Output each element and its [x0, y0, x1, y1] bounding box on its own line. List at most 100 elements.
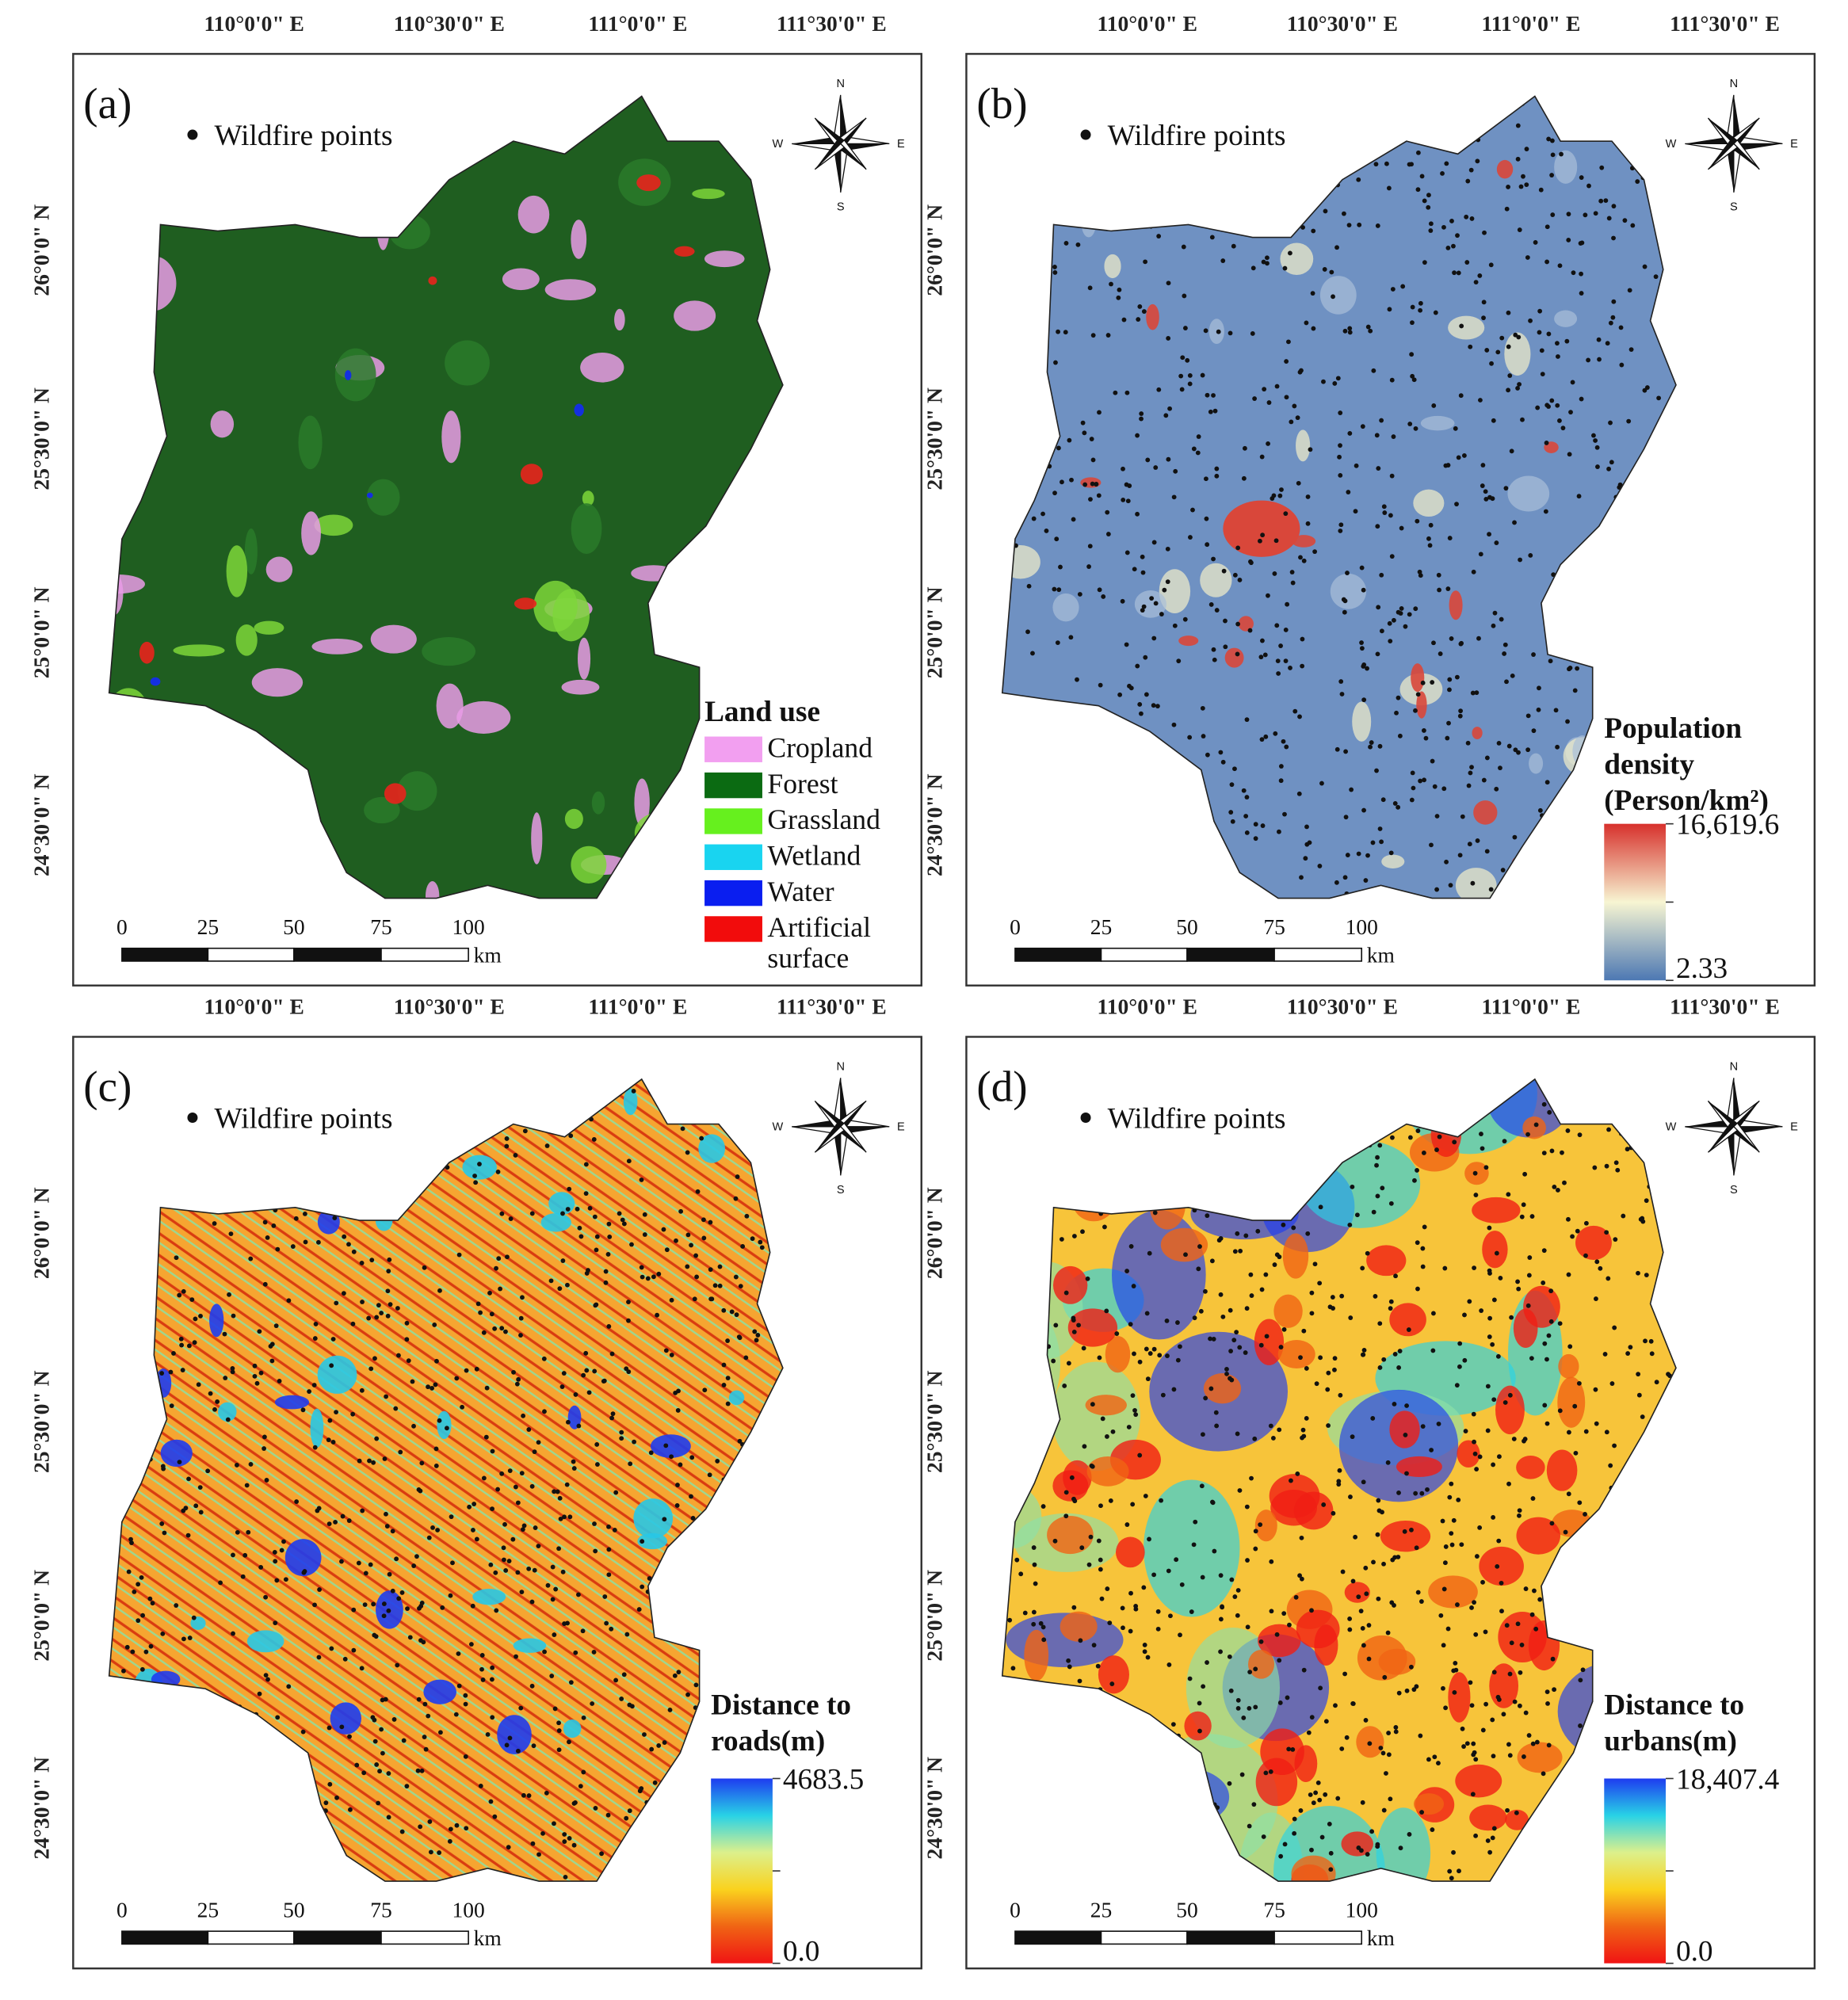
colorbar	[711, 1778, 773, 1964]
wildfire-point	[380, 1750, 385, 1756]
wildfire-point	[426, 1713, 431, 1719]
raster-patch	[704, 250, 745, 268]
wildfire-point	[472, 1174, 477, 1178]
panel-label: (a)	[83, 79, 132, 128]
wildfire-point	[1198, 1308, 1204, 1314]
wildfire-point	[571, 1466, 577, 1471]
scale-segment	[293, 947, 382, 962]
wildfire-point	[178, 1336, 184, 1342]
wildfire-point	[1376, 1596, 1381, 1601]
compass-point	[1707, 1125, 1739, 1153]
wildfire-point	[1396, 804, 1401, 810]
wildfire-point	[477, 1162, 482, 1166]
wildfire-point	[147, 1596, 153, 1601]
wildfire-point	[258, 1565, 264, 1570]
wildfire-point	[1151, 635, 1157, 641]
wildfire-point	[1431, 403, 1437, 408]
wildfire-point	[1033, 1581, 1038, 1586]
wildfire-point	[1295, 1471, 1300, 1476]
wildfire-point	[1208, 409, 1213, 414]
legend-label: Wetland	[767, 840, 861, 872]
raster-patch	[1115, 1536, 1145, 1568]
wildfire-point	[1420, 1246, 1426, 1251]
wildfire-point	[1487, 1849, 1493, 1855]
wildfire-point	[1171, 494, 1177, 500]
raster-patch	[436, 683, 464, 729]
wildfire-point	[140, 1613, 145, 1618]
raster-patch	[1178, 635, 1199, 647]
wildfire-point	[262, 1434, 267, 1440]
wildfire-point	[1163, 413, 1169, 418]
wildfire-point	[560, 1258, 566, 1263]
wildfire-point	[447, 1838, 452, 1844]
wildfire-point	[1516, 334, 1522, 340]
wildfire-point	[1299, 368, 1304, 373]
wildfire-point	[701, 1217, 706, 1223]
wildfire-point	[240, 1574, 246, 1579]
wildfire-point	[1506, 743, 1512, 749]
wildfire-point	[1342, 875, 1348, 880]
wildfire-point	[450, 1560, 455, 1566]
wildfire-point	[1032, 1562, 1037, 1567]
raster-patch	[218, 1402, 237, 1422]
wildfire-point	[526, 1793, 532, 1798]
wildfire-point	[1227, 1654, 1232, 1659]
wildfire-point	[1105, 1586, 1110, 1591]
wildfire-point	[1147, 1250, 1152, 1256]
wildfire-point	[205, 1468, 211, 1474]
wildfire-point	[1090, 481, 1095, 487]
wildfire-point	[1201, 734, 1206, 739]
wildfire-point	[1350, 1578, 1356, 1584]
wildfire-point	[347, 1734, 352, 1739]
wildfire-point	[518, 1705, 524, 1711]
wildfire-point	[1266, 400, 1272, 405]
wildfire-point	[1235, 1613, 1240, 1618]
wildfire-point	[1480, 1146, 1485, 1151]
wildfire-point	[1165, 579, 1170, 585]
wildfire-point	[1211, 393, 1216, 398]
wildfire-point	[1523, 1586, 1529, 1591]
wildfire-point	[327, 1781, 333, 1787]
wildfire-point	[1449, 1481, 1454, 1487]
wildfire-point	[586, 1268, 590, 1273]
wildfire-point	[1283, 658, 1289, 664]
wildfire-point	[1461, 453, 1467, 458]
latitude-label: 26°0'0" N	[922, 1187, 947, 1279]
wildfire-point	[1127, 683, 1132, 689]
wildfire-point	[1490, 496, 1495, 502]
wildfire-point	[162, 1530, 167, 1536]
wildfire-point	[606, 1324, 612, 1329]
wildfire-point	[1618, 325, 1624, 330]
wildfire-point	[1527, 1255, 1533, 1260]
wildfire-point	[1179, 1582, 1185, 1587]
wildfire-point	[1235, 1231, 1240, 1236]
wildfire-point	[1608, 420, 1613, 426]
wildfire-point	[536, 1440, 541, 1445]
wildfire-point	[1536, 707, 1541, 712]
wildfire-point	[1108, 1498, 1113, 1503]
wildfire-point	[1249, 1293, 1254, 1299]
wildfire-point	[1566, 1429, 1571, 1435]
wildfire-point	[1253, 1666, 1258, 1672]
wildfire-point	[1228, 810, 1234, 815]
wildfire-point	[1341, 211, 1346, 216]
wildfire-point	[1449, 1542, 1455, 1548]
wildfire-point	[1393, 1729, 1399, 1735]
wildfire-point	[1166, 281, 1171, 286]
longitude-label: 110°0'0" E	[204, 11, 304, 36]
wildfire-point	[1297, 1573, 1302, 1578]
wildfire-point	[139, 1666, 145, 1672]
raster-patch	[1282, 1233, 1309, 1279]
wildfire-point	[1379, 628, 1384, 634]
wildfire-point	[583, 1191, 589, 1197]
colorbar	[1604, 823, 1667, 981]
wildfire-point	[1374, 1162, 1379, 1168]
wildfire-point	[1099, 1596, 1105, 1601]
raster-patch	[314, 514, 353, 536]
wildfire-point	[1087, 285, 1093, 291]
wildfire-point	[1301, 1328, 1307, 1334]
compass-point	[1730, 1126, 1760, 1153]
wildfire-point	[1230, 819, 1235, 824]
wildfire-point	[1141, 604, 1147, 609]
compass-point	[1732, 139, 1760, 170]
